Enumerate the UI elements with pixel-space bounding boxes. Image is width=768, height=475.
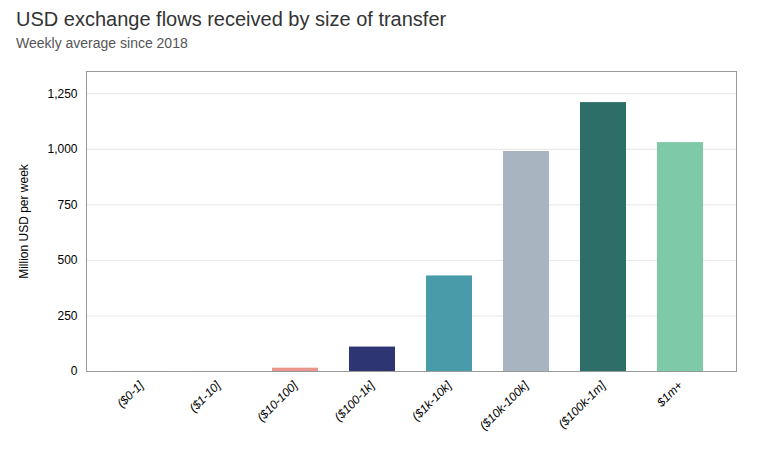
html-text:USD exchange flows received by: USD exchange flows received by size of t…: [16, 8, 447, 30]
svg-text:($1k-10k]: ($1k-10k]: [409, 378, 455, 424]
svg-text:Million USD per week: Million USD per week: [17, 163, 31, 279]
svg-text:($0-1]: ($0-1]: [114, 378, 147, 411]
svg-text:($10k-100k]: ($10k-100k]: [477, 378, 532, 433]
svg-text:($100-1k]: ($100-1k]: [332, 378, 378, 424]
svg-text:250: 250: [57, 309, 77, 323]
svg-text:($10-100]: ($10-100]: [254, 378, 301, 425]
html-text:Weekly average since 2018: Weekly average since 2018: [16, 35, 188, 51]
svg-text:1,250: 1,250: [47, 87, 77, 101]
svg-text:$1m+: $1m+: [653, 378, 685, 410]
svg-text:($1-10]: ($1-10]: [187, 378, 224, 415]
svg-text:1,000: 1,000: [47, 142, 77, 156]
svg-text:0: 0: [71, 364, 78, 378]
svg-text:500: 500: [57, 253, 77, 267]
svg-text:750: 750: [57, 198, 77, 212]
svg-text:($100k-1m]: ($100k-1m]: [556, 378, 609, 431]
